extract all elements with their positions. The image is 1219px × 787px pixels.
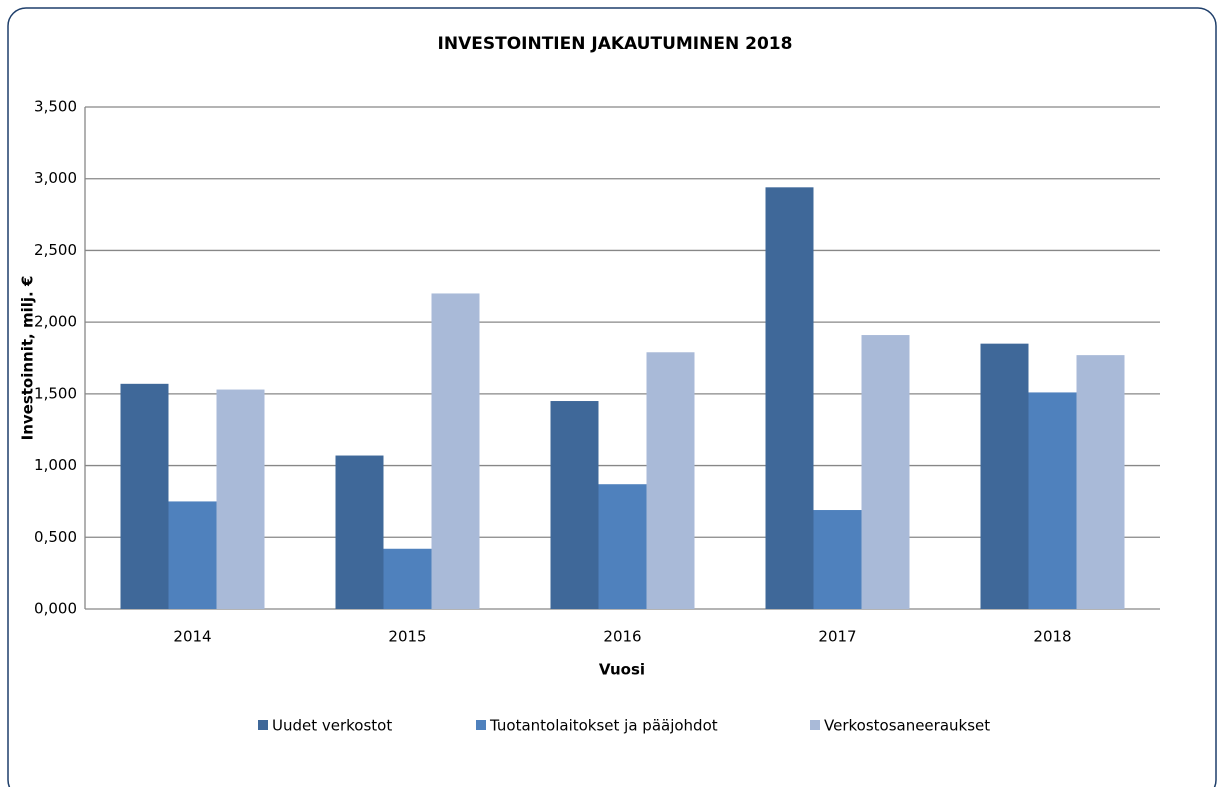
bar <box>335 455 384 609</box>
bar <box>598 484 647 609</box>
y-tick-label: 1,500 <box>34 384 77 402</box>
bar <box>1028 392 1077 609</box>
bar <box>861 335 910 609</box>
y-tick-label: 1,000 <box>34 456 77 474</box>
x-axis-label: Vuosi <box>599 661 645 679</box>
bar <box>980 343 1029 609</box>
legend-label: Uudet verkostot <box>272 717 392 735</box>
x-tick-label: 2016 <box>603 628 641 646</box>
bar <box>550 401 599 609</box>
bar <box>383 548 432 609</box>
legend-swatch <box>258 720 268 730</box>
y-axis-label: Investoinnit, milj. € <box>19 276 37 441</box>
bar <box>216 389 265 609</box>
y-tick-label: 3,500 <box>34 98 77 116</box>
bar <box>120 383 169 609</box>
bar <box>431 293 480 609</box>
y-tick-label: 2,500 <box>34 241 77 259</box>
x-tick-label: 2017 <box>818 628 856 646</box>
bar <box>1076 355 1125 609</box>
bar <box>813 510 862 609</box>
frame <box>7 7 1217 787</box>
x-tick-label: 2015 <box>388 628 426 646</box>
bar <box>646 352 695 609</box>
legend-swatch <box>476 720 486 730</box>
legend-swatch <box>810 720 820 730</box>
chart-title: INVESTOINTIEN JAKAUTUMINEN 2018 <box>438 34 793 54</box>
y-tick-label: 2,000 <box>34 313 77 331</box>
bar <box>765 187 814 609</box>
x-tick-label: 2014 <box>173 628 211 646</box>
legend-label: Tuotantolaitokset ja pääjohdot <box>489 717 718 735</box>
y-tick-label: 0,000 <box>34 600 77 618</box>
legend-label: Verkostosaneeraukset <box>824 717 990 735</box>
x-tick-label: 2018 <box>1033 628 1071 646</box>
y-tick-label: 0,500 <box>34 528 77 546</box>
y-tick-label: 3,000 <box>34 169 77 187</box>
bar <box>168 501 217 609</box>
